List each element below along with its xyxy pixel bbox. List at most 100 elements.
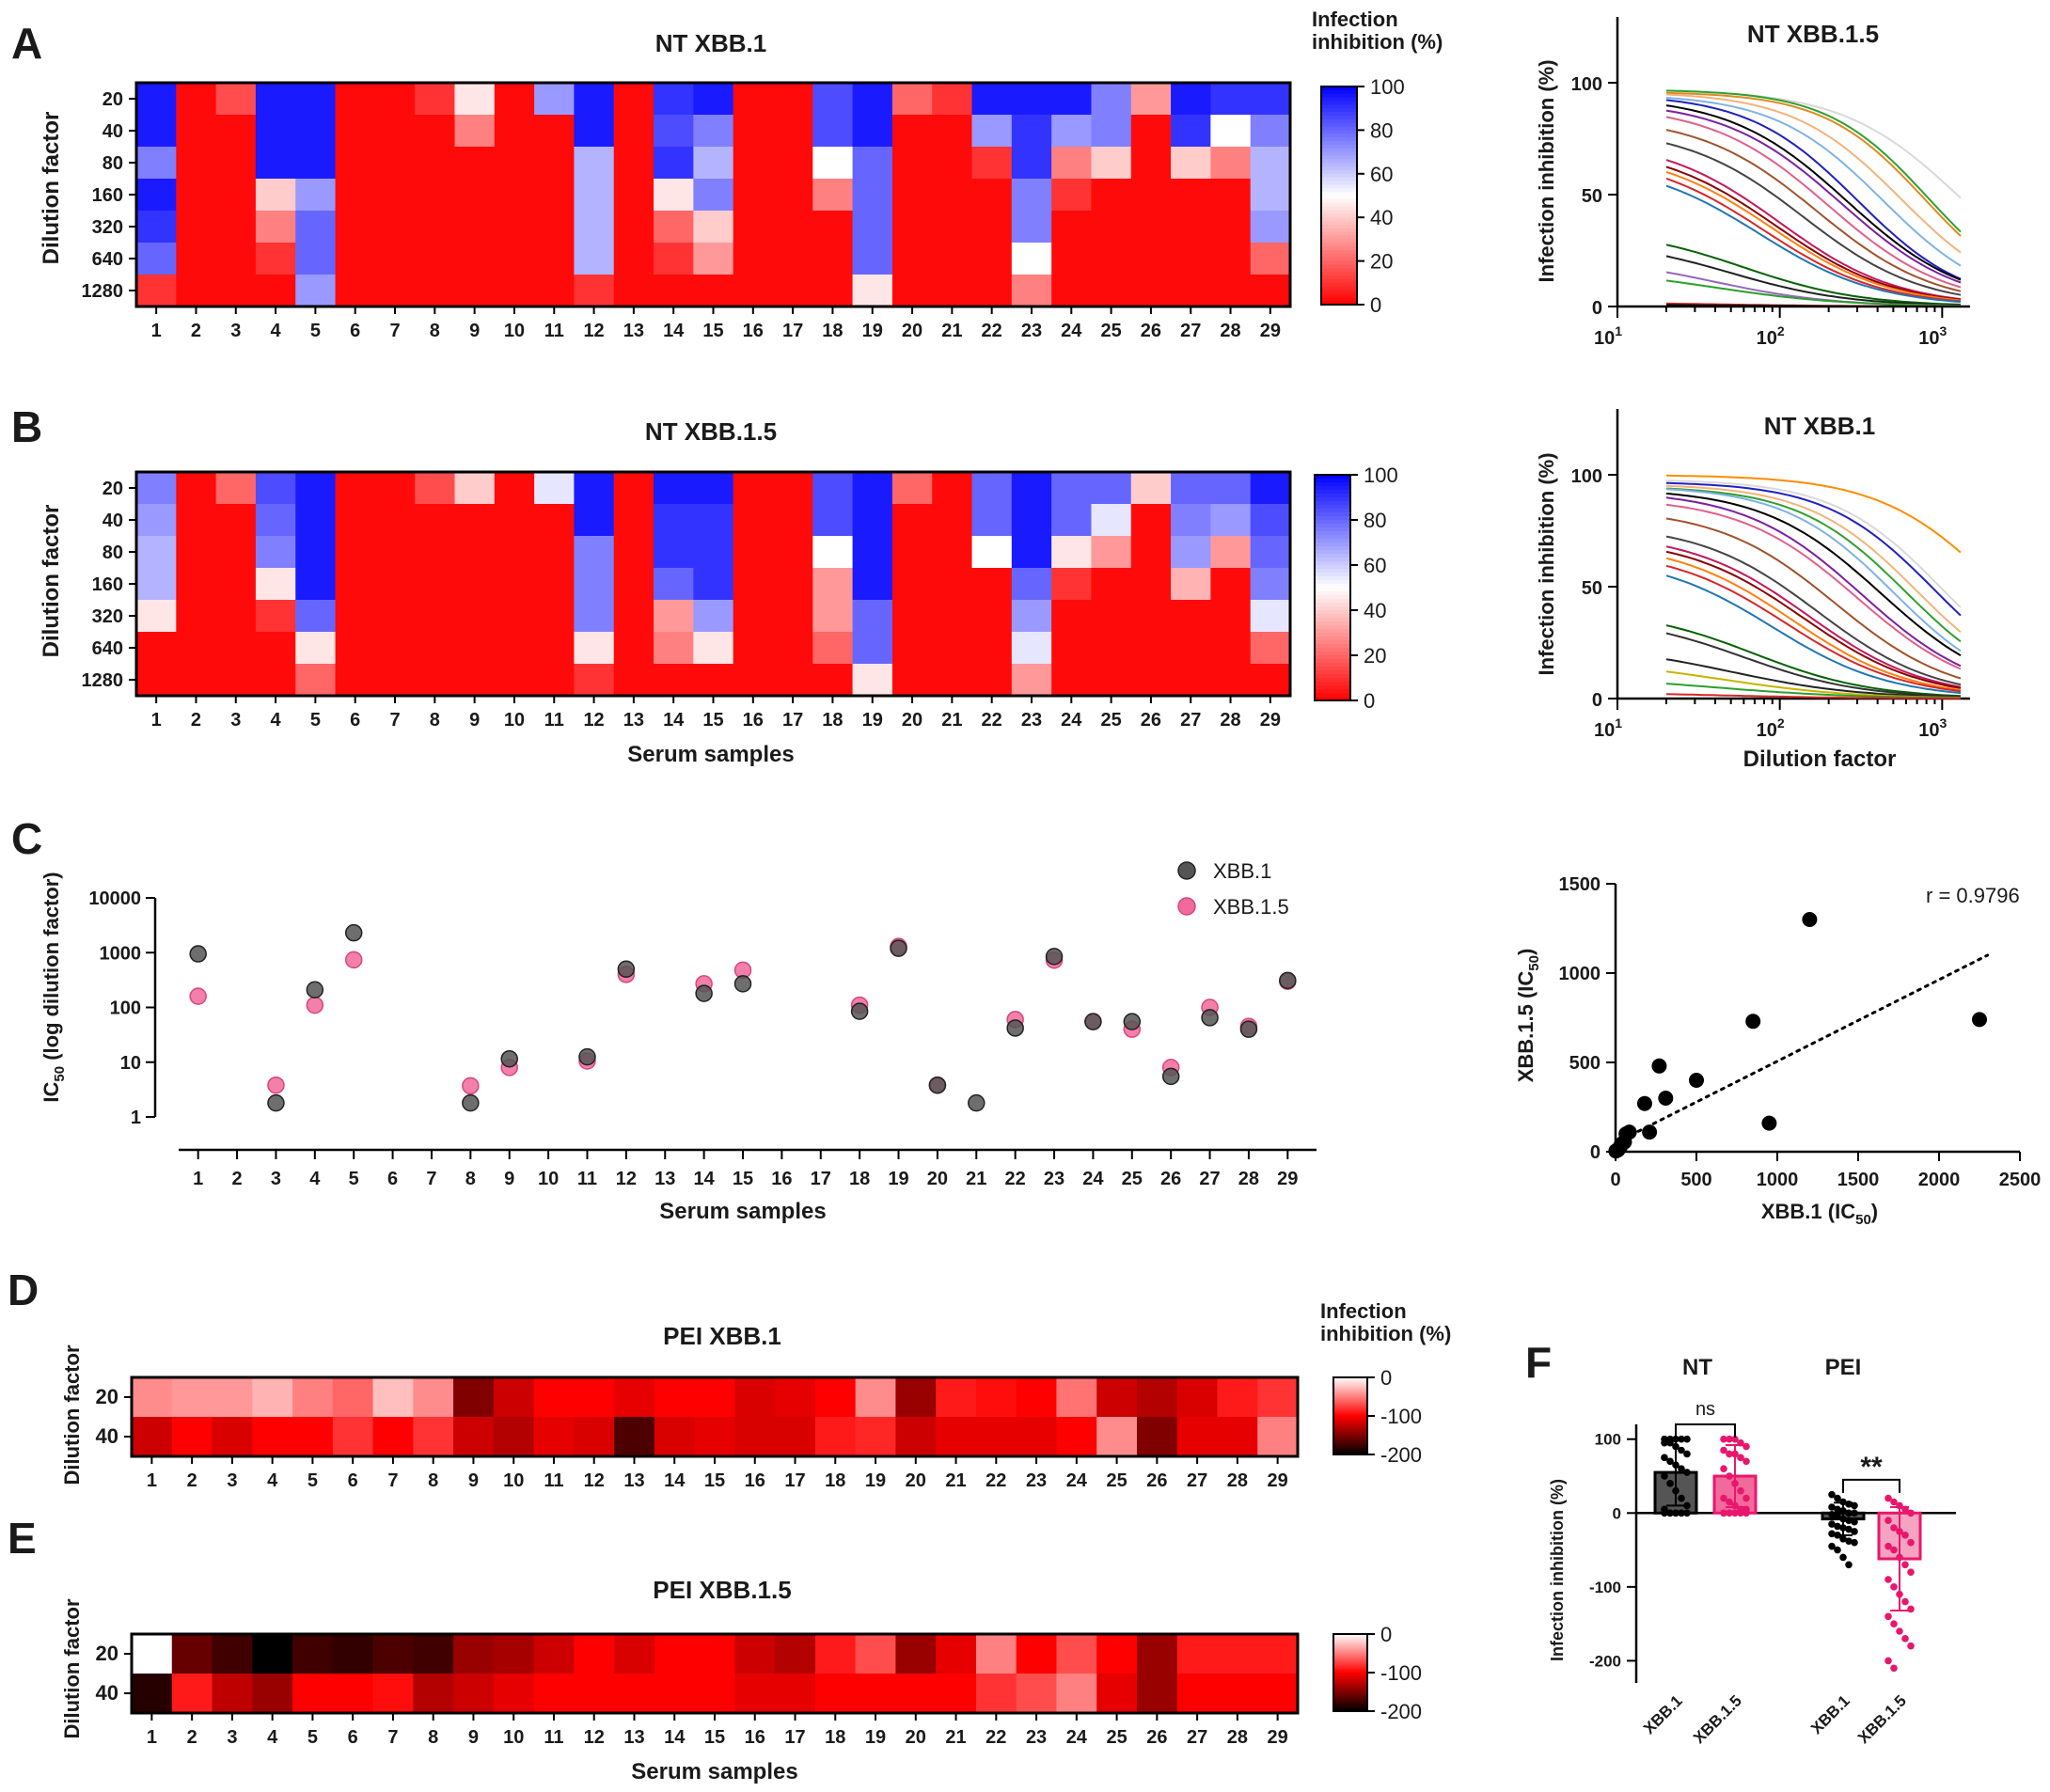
- f-point: [1890, 1583, 1898, 1591]
- hm-a-cell: [971, 179, 1013, 212]
- ic50-xtick-label: 17: [811, 1169, 831, 1189]
- hm-d-cell: [936, 1417, 977, 1457]
- cbar-e-segment: [1333, 1670, 1367, 1673]
- cbar-d-segment: [1333, 1401, 1367, 1404]
- hm-a-cell: [255, 243, 296, 275]
- hm-a-xtick-label: 18: [822, 321, 843, 341]
- hm-b-cell: [733, 600, 774, 633]
- f-point: [1884, 1612, 1892, 1621]
- hm-b-cell: [654, 664, 694, 697]
- hm-b-cell: [971, 600, 1013, 633]
- ic50-xtick-label: 18: [849, 1169, 870, 1189]
- hm-a-cell: [812, 211, 854, 244]
- hm-a-cell: [415, 147, 455, 180]
- cbar-b-segment: [1315, 637, 1350, 641]
- hm-a-cell: [812, 275, 854, 307]
- hm-b-cell: [1011, 664, 1052, 697]
- panel-letter-a: A: [11, 19, 42, 68]
- hm-b-xtick-label: 19: [862, 710, 883, 731]
- corr-point: [1745, 1014, 1761, 1030]
- cbar-b-segment: [1315, 610, 1350, 615]
- hm-b-cell: [1171, 536, 1211, 569]
- hm-a-cell: [374, 243, 416, 275]
- f-point: [1828, 1520, 1836, 1528]
- hm-d-cell: [292, 1417, 334, 1457]
- hm-a-cell: [693, 243, 734, 275]
- hm-a-cell: [136, 179, 177, 212]
- ic50-xtick-label: 22: [1005, 1169, 1026, 1189]
- hm-a-cell: [852, 243, 893, 275]
- hm-d-cell: [1257, 1417, 1299, 1457]
- hm-d-cell: [533, 1377, 575, 1418]
- ic50-point-xbb1: [617, 960, 636, 979]
- f-point: [1901, 1561, 1909, 1569]
- hm-a-cell: [693, 211, 734, 244]
- hm-a-cell: [654, 275, 694, 307]
- f-point: [1896, 1553, 1903, 1562]
- hm-b-cell: [1051, 536, 1092, 569]
- ic50-point-xbb1: [189, 945, 207, 963]
- cbar-b-segment: [1315, 693, 1350, 698]
- hm-d-cell: [413, 1377, 454, 1418]
- hm-b-cell: [255, 472, 296, 505]
- curve-b-series-line: [1665, 487, 1962, 643]
- hm-b-cell: [335, 664, 376, 697]
- hm-e-cell: [654, 1674, 696, 1714]
- hm-b-cell: [295, 600, 337, 633]
- hm-d-xtick-label: 21: [945, 1470, 966, 1491]
- hm-a-cell: [176, 243, 217, 275]
- cbar-d-segment: [1333, 1391, 1367, 1393]
- f-point: [1907, 1538, 1915, 1547]
- hm-b-cell: [1250, 504, 1291, 537]
- f-group-pei: PEI: [1825, 1355, 1862, 1380]
- hm-a-cell: [295, 211, 337, 244]
- hm-a-cell: [891, 211, 933, 244]
- hm-b-cell: [415, 664, 455, 697]
- hm-a-cell: [136, 275, 177, 307]
- f-point: [1737, 1454, 1744, 1462]
- ic50-point-xbb15: [306, 996, 324, 1014]
- hm-b-cell: [1011, 632, 1052, 665]
- hm-e-cell: [1096, 1674, 1138, 1714]
- f-point: [1834, 1513, 1841, 1521]
- ic50-point-xbb1: [928, 1076, 947, 1094]
- corr-point: [1621, 1124, 1637, 1140]
- curve-a-ytick-label: 0: [1592, 298, 1602, 319]
- cbar-d-tick-label: 0: [1380, 1366, 1392, 1390]
- cbar-d-segment: [1333, 1395, 1367, 1398]
- hm-a-cell: [1250, 179, 1291, 212]
- correlation-plot: 1500 1000 500 00 500 1000 1500 2000 2500: [1559, 874, 2042, 1190]
- hm-e-cell: [493, 1634, 535, 1674]
- hm-b-cell: [1210, 664, 1252, 697]
- corr-point: [1761, 1115, 1777, 1131]
- hm-a-cell: [176, 179, 217, 212]
- hm-d-xtick-label: 29: [1267, 1470, 1287, 1491]
- ic50-xtick-label: 11: [577, 1169, 597, 1189]
- hm-e-cell: [372, 1634, 414, 1674]
- cbar-b-segment: [1315, 625, 1350, 630]
- hm-a-cell: [1091, 211, 1132, 244]
- f-point: [1839, 1553, 1847, 1562]
- f-point: [1678, 1446, 1685, 1454]
- hm-b-cell: [1091, 504, 1132, 537]
- cbar-b-segment: [1315, 486, 1350, 491]
- cbar-a-segment: [1321, 206, 1357, 212]
- hm-b-cell: [891, 504, 933, 537]
- colorbar-a-title-1: Infection: [1312, 8, 1398, 31]
- f-point: [1890, 1546, 1898, 1554]
- curve-b-series-line: [1665, 474, 1962, 554]
- hm-b-cell: [932, 504, 973, 537]
- cbar-d-segment: [1333, 1416, 1367, 1418]
- cbar-b-segment: [1315, 539, 1350, 543]
- cbar-b-segment: [1315, 558, 1350, 562]
- hm-a-cell: [891, 179, 933, 212]
- hm-b-cell: [255, 632, 296, 665]
- hm-d-cell: [654, 1417, 696, 1457]
- f-point: [1890, 1524, 1898, 1532]
- hm-d-cell: [132, 1377, 173, 1418]
- hm-e-cell: [453, 1674, 495, 1714]
- hm-b-cell: [335, 568, 376, 601]
- cbar-b-segment: [1315, 652, 1350, 656]
- hm-b-cell: [494, 472, 535, 505]
- hm-b-cell: [574, 536, 615, 569]
